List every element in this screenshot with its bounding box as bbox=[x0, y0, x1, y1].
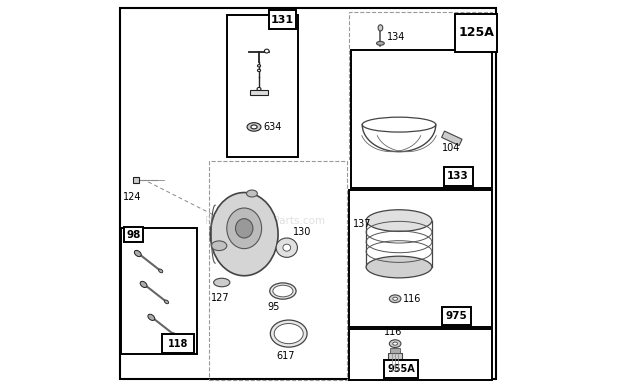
Text: 131: 131 bbox=[271, 15, 294, 25]
Ellipse shape bbox=[270, 283, 296, 299]
Text: 634: 634 bbox=[264, 122, 282, 132]
Ellipse shape bbox=[140, 281, 147, 288]
Bar bbox=[351, 50, 492, 188]
Ellipse shape bbox=[236, 219, 253, 238]
Text: 134: 134 bbox=[388, 32, 405, 42]
Ellipse shape bbox=[148, 314, 155, 320]
Bar bbox=[348, 12, 492, 159]
Text: 617: 617 bbox=[277, 351, 295, 361]
Text: 116: 116 bbox=[384, 327, 402, 337]
Text: 118: 118 bbox=[168, 339, 188, 349]
Ellipse shape bbox=[257, 87, 261, 91]
Bar bbox=[269, 10, 296, 29]
Ellipse shape bbox=[273, 285, 293, 297]
Bar bbox=[348, 329, 492, 380]
Bar bbox=[227, 15, 298, 157]
Ellipse shape bbox=[393, 297, 397, 300]
Text: ReplacementParts.com: ReplacementParts.com bbox=[205, 216, 326, 226]
Ellipse shape bbox=[283, 244, 291, 251]
Ellipse shape bbox=[159, 269, 163, 273]
Text: 95: 95 bbox=[267, 302, 280, 312]
Bar bbox=[133, 177, 139, 183]
Ellipse shape bbox=[214, 278, 230, 287]
Bar bbox=[121, 228, 197, 354]
Ellipse shape bbox=[172, 333, 176, 337]
Text: 133: 133 bbox=[447, 171, 469, 182]
Text: 127: 127 bbox=[211, 293, 229, 303]
Bar bbox=[250, 90, 267, 95]
Ellipse shape bbox=[276, 238, 298, 257]
Ellipse shape bbox=[389, 295, 401, 303]
Ellipse shape bbox=[366, 210, 432, 231]
Bar bbox=[348, 190, 492, 327]
Text: 137: 137 bbox=[353, 219, 371, 229]
Text: 98: 98 bbox=[126, 229, 141, 240]
Bar bbox=[441, 307, 471, 325]
Text: 116: 116 bbox=[403, 294, 421, 304]
Ellipse shape bbox=[389, 340, 401, 348]
Ellipse shape bbox=[257, 65, 260, 67]
Ellipse shape bbox=[366, 256, 432, 278]
Ellipse shape bbox=[135, 250, 141, 257]
Bar bbox=[384, 360, 418, 378]
Bar bbox=[162, 334, 194, 353]
Text: 125A: 125A bbox=[458, 26, 494, 39]
Ellipse shape bbox=[164, 300, 169, 304]
Bar bbox=[441, 131, 462, 146]
Bar bbox=[443, 167, 472, 186]
Ellipse shape bbox=[210, 192, 278, 276]
Text: 975: 975 bbox=[445, 311, 467, 321]
Text: 104: 104 bbox=[442, 143, 461, 153]
Bar bbox=[210, 161, 347, 380]
Ellipse shape bbox=[376, 41, 384, 45]
Ellipse shape bbox=[227, 208, 262, 248]
Ellipse shape bbox=[274, 324, 303, 344]
Ellipse shape bbox=[211, 241, 227, 251]
Ellipse shape bbox=[247, 123, 261, 131]
Ellipse shape bbox=[265, 49, 269, 53]
Bar bbox=[391, 348, 400, 353]
Ellipse shape bbox=[257, 69, 260, 72]
Ellipse shape bbox=[247, 190, 257, 197]
Bar bbox=[388, 353, 402, 371]
Text: 124: 124 bbox=[123, 192, 141, 202]
Bar bbox=[124, 227, 143, 242]
Bar bbox=[455, 14, 497, 52]
Ellipse shape bbox=[393, 342, 397, 345]
Ellipse shape bbox=[251, 125, 257, 129]
Text: 955A: 955A bbox=[387, 364, 415, 374]
Ellipse shape bbox=[378, 25, 383, 31]
Text: 130: 130 bbox=[293, 227, 311, 237]
Ellipse shape bbox=[270, 320, 307, 347]
